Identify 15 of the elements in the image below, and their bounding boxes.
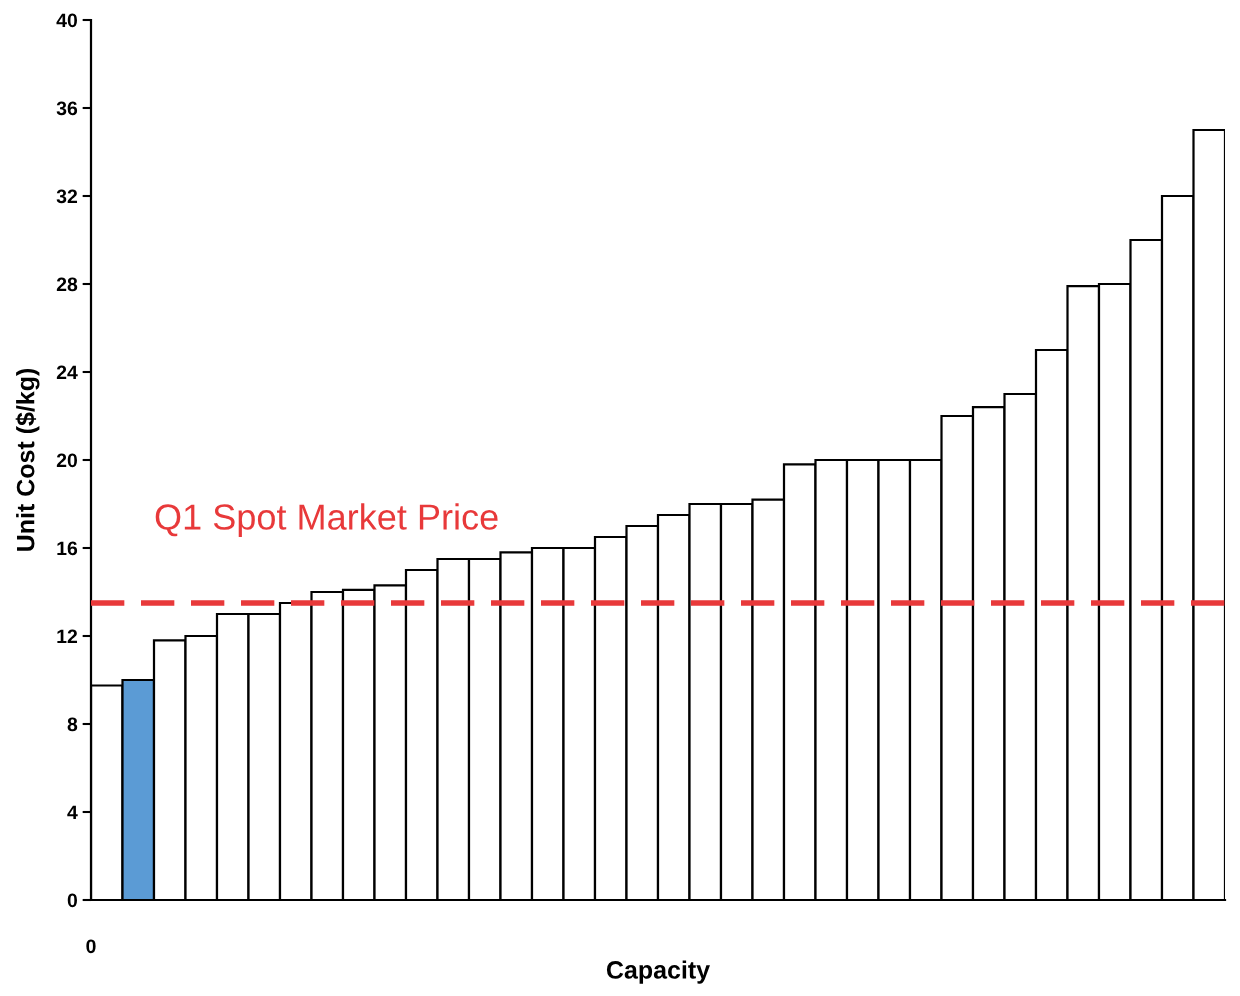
y-tick-label: 24 [56, 365, 78, 380]
y-tick-label: 8 [67, 717, 78, 732]
y-tick-label: 16 [57, 541, 78, 556]
text: 0 [86, 939, 96, 954]
ref-line-label: Q1 Spot Market Price [155, 503, 498, 537]
y-tick-label: 0 [67, 893, 78, 908]
y-tick-label: 20 [56, 453, 78, 468]
y-tick-label: 12 [57, 629, 78, 644]
y-tick-label: 32 [56, 189, 78, 204]
y-axis-title: Unit Cost ($/kg) [15, 368, 40, 551]
x-axis-title: Capacity [606, 960, 710, 984]
y-tick-label: 28 [56, 277, 78, 292]
y-tick-label: 4 [67, 805, 78, 820]
y-tick-label: 40 [56, 13, 78, 28]
y-tick-label: 36 [56, 101, 78, 116]
